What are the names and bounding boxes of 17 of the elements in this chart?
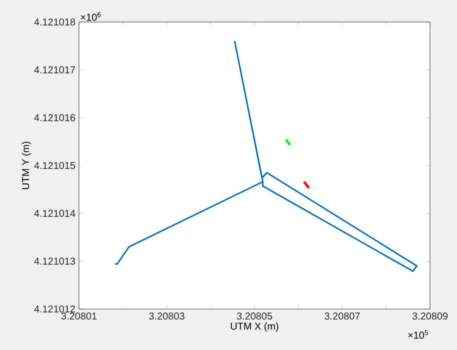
x-tick-label: 3.20809	[412, 312, 448, 320]
x-tick-label: 3.20801	[61, 312, 97, 320]
y-tick-label: 4.121017	[34, 66, 75, 74]
text: ×10$^{5}$	[408, 330, 428, 339]
line-series	[114, 40, 418, 272]
y-tick-label: 4.121014	[34, 210, 76, 217]
y-tick-label: 4.121013	[34, 258, 76, 265]
x-tick-label: 3.20805	[236, 312, 272, 320]
x-tick-label: 3.20807	[324, 312, 360, 320]
y-tick-label: 4.121018	[34, 18, 76, 26]
x-axis-title: UTM X (m)	[230, 322, 278, 332]
y-axis-title: UTM Y (m)	[22, 142, 32, 190]
x-tick-label: 3.20803	[149, 312, 184, 320]
y-tick-label: 4.121015	[34, 162, 76, 170]
y-tick-label: 4.121016	[34, 114, 76, 122]
text: ×10$^{6}$	[80, 12, 101, 21]
y-tick-label: 4.121012	[34, 305, 75, 313]
